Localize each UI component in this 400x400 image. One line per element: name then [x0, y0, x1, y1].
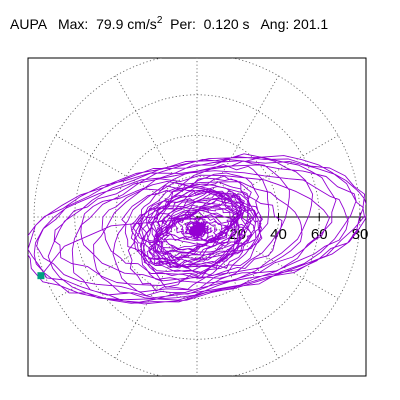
station-code: AUPA [10, 16, 47, 32]
period-value: 0.120 s [203, 16, 250, 32]
end-marker-group [37, 272, 45, 280]
max-exponent: 2 [156, 15, 163, 26]
max-value: 79.9 cm/s [96, 16, 157, 32]
orbit-end-marker [37, 272, 45, 280]
radial-tick-label-80: 80 [352, 226, 369, 243]
orbit-trace-group [28, 153, 366, 305]
chart-header: AUPA Max: 79.9 cm/s2 Per: 0.120 s Ang: 2… [10, 14, 328, 37]
max-label: Max: [57, 16, 89, 32]
period-label: Per: [170, 16, 196, 32]
angle-label: Ang: [260, 16, 290, 32]
grid-spoke-150 [55, 135, 198, 218]
orbit-trace [28, 153, 366, 305]
radial-tick-label-40: 40 [270, 226, 287, 243]
angle-value: 201.1 [293, 16, 329, 32]
